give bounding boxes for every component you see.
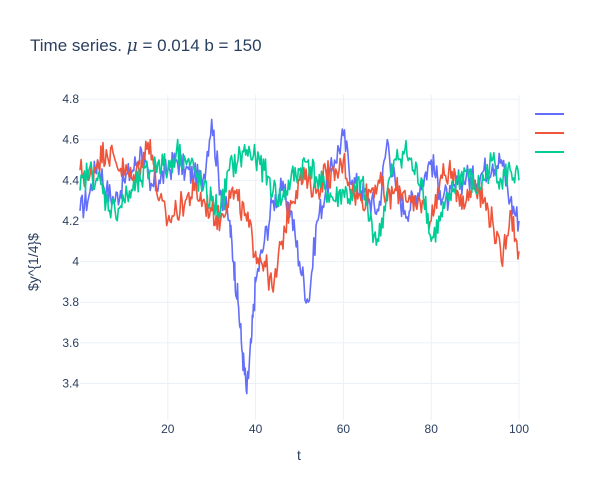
y-tick-label: 4 [72, 255, 79, 269]
chart-title-mu: μ [127, 36, 138, 56]
x-tick-label: 40 [249, 422, 263, 436]
y-tick-label: 4.4 [62, 173, 79, 187]
chart-title-part-1: Time series. [30, 36, 127, 55]
x-tick-label: 60 [337, 422, 351, 436]
x-tick-label: 20 [161, 422, 175, 436]
series-line-1[interactable] [79, 118, 520, 395]
y-tick-label: 3.4 [62, 376, 79, 390]
y-tick-label: 4.6 [62, 133, 79, 147]
x-tick-label: 100 [509, 422, 529, 436]
plot-area[interactable] [79, 118, 520, 395]
y-tick-label: 3.6 [62, 336, 79, 350]
x-axis-ticks: 20 40 60 80 100 [161, 422, 529, 436]
chart-title: Time series. μ = 0.014 b = 150 [30, 36, 262, 56]
legend[interactable] [535, 113, 564, 153]
x-tick-label: 80 [425, 422, 439, 436]
y-axis-label: $y^{1/4}$ [25, 233, 41, 291]
series-line-3[interactable] [79, 138, 520, 246]
y-tick-label: 3.8 [62, 295, 79, 309]
y-axis-ticks: 3.4 3.6 3.8 4 4.2 4.4 4.6 4.8 [62, 92, 79, 390]
chart-title-part-3: = 0.014 b = 150 [138, 36, 262, 55]
series-line-2[interactable] [79, 138, 520, 293]
y-tick-label: 4.8 [62, 92, 79, 106]
x-axis-label: t [297, 447, 301, 463]
y-tick-label: 4.2 [62, 214, 79, 228]
